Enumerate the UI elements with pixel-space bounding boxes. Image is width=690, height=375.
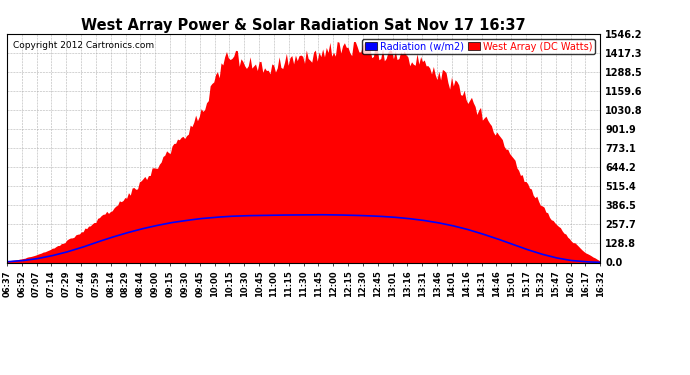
Legend: Radiation (w/m2), West Array (DC Watts): Radiation (w/m2), West Array (DC Watts) — [362, 39, 595, 54]
Title: West Array Power & Solar Radiation Sat Nov 17 16:37: West Array Power & Solar Radiation Sat N… — [81, 18, 526, 33]
Text: Copyright 2012 Cartronics.com: Copyright 2012 Cartronics.com — [13, 40, 154, 50]
